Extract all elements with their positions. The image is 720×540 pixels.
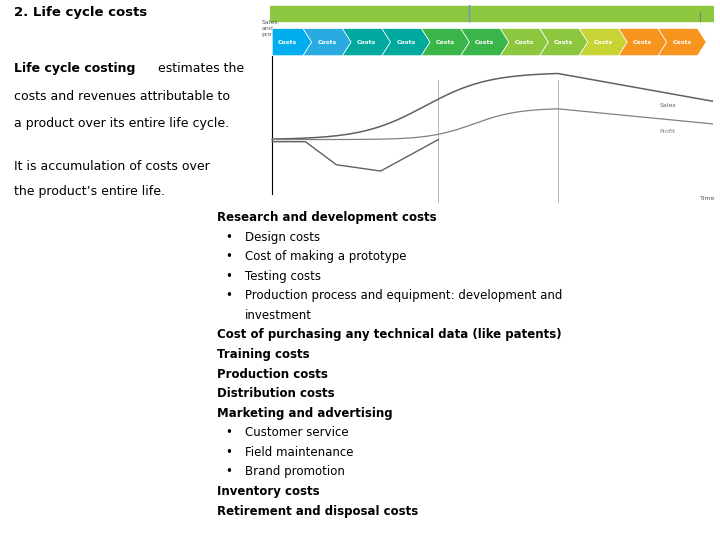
- Text: Costs: Costs: [278, 39, 297, 45]
- Polygon shape: [540, 29, 588, 56]
- Text: Retirement and disposal costs: Retirement and disposal costs: [217, 504, 419, 517]
- Text: estimates the: estimates the: [154, 62, 244, 75]
- Text: Time: Time: [700, 197, 715, 201]
- Text: Costs: Costs: [318, 39, 337, 45]
- Text: Cost of making a prototype: Cost of making a prototype: [245, 250, 407, 263]
- Text: Testing costs: Testing costs: [245, 269, 321, 282]
- Text: Field maintenance: Field maintenance: [245, 446, 354, 459]
- Polygon shape: [272, 29, 312, 56]
- Text: a product over its entire life cycle.: a product over its entire life cycle.: [14, 117, 229, 130]
- Text: Production process and equipment: development and: Production process and equipment: develo…: [245, 289, 562, 302]
- Polygon shape: [343, 29, 390, 56]
- Text: Costs: Costs: [593, 39, 613, 45]
- Text: Design costs: Design costs: [245, 231, 320, 244]
- Text: It is accumulation of costs over: It is accumulation of costs over: [14, 160, 210, 173]
- Text: Sales: Sales: [660, 103, 676, 107]
- Polygon shape: [421, 29, 469, 56]
- Text: Profit: Profit: [660, 129, 676, 134]
- Text: Life cycle costing: Life cycle costing: [14, 62, 135, 75]
- Text: Research and development costs: Research and development costs: [217, 211, 437, 224]
- Text: Costs: Costs: [633, 39, 652, 45]
- Text: •: •: [225, 446, 232, 459]
- Text: costs and revenues attributable to: costs and revenues attributable to: [14, 90, 230, 103]
- Text: •: •: [225, 289, 232, 302]
- Text: •: •: [225, 250, 232, 263]
- Text: Cost of purchasing any technical data (like patents): Cost of purchasing any technical data (l…: [217, 328, 562, 341]
- Polygon shape: [461, 29, 509, 56]
- Text: Customer service: Customer service: [245, 426, 348, 439]
- Text: Costs: Costs: [475, 39, 495, 45]
- Text: Costs: Costs: [436, 39, 455, 45]
- Text: 2. Life cycle costs: 2. Life cycle costs: [14, 6, 147, 19]
- Polygon shape: [303, 29, 351, 56]
- Text: Sales
and
profits: Sales and profits: [261, 20, 281, 37]
- Text: investment: investment: [245, 309, 312, 322]
- Text: Marketing and advertising: Marketing and advertising: [217, 407, 393, 420]
- Polygon shape: [618, 29, 667, 56]
- Text: Costs: Costs: [396, 39, 415, 45]
- Text: Brand promotion: Brand promotion: [245, 465, 345, 478]
- Text: •: •: [225, 465, 232, 478]
- Text: Costs: Costs: [554, 39, 573, 45]
- Text: Production costs: Production costs: [217, 368, 328, 381]
- Text: Costs: Costs: [515, 39, 534, 45]
- Text: the product’s entire life.: the product’s entire life.: [14, 185, 164, 198]
- Polygon shape: [658, 29, 706, 56]
- Text: Costs: Costs: [357, 39, 376, 45]
- Polygon shape: [500, 29, 549, 56]
- Text: •: •: [225, 426, 232, 439]
- Polygon shape: [579, 29, 627, 56]
- Polygon shape: [382, 29, 430, 56]
- Text: •: •: [225, 231, 232, 244]
- Text: Training costs: Training costs: [217, 348, 310, 361]
- Text: Distribution costs: Distribution costs: [217, 387, 335, 400]
- Text: Costs: Costs: [672, 39, 692, 45]
- Text: •: •: [225, 269, 232, 282]
- Text: Inventory costs: Inventory costs: [217, 485, 320, 498]
